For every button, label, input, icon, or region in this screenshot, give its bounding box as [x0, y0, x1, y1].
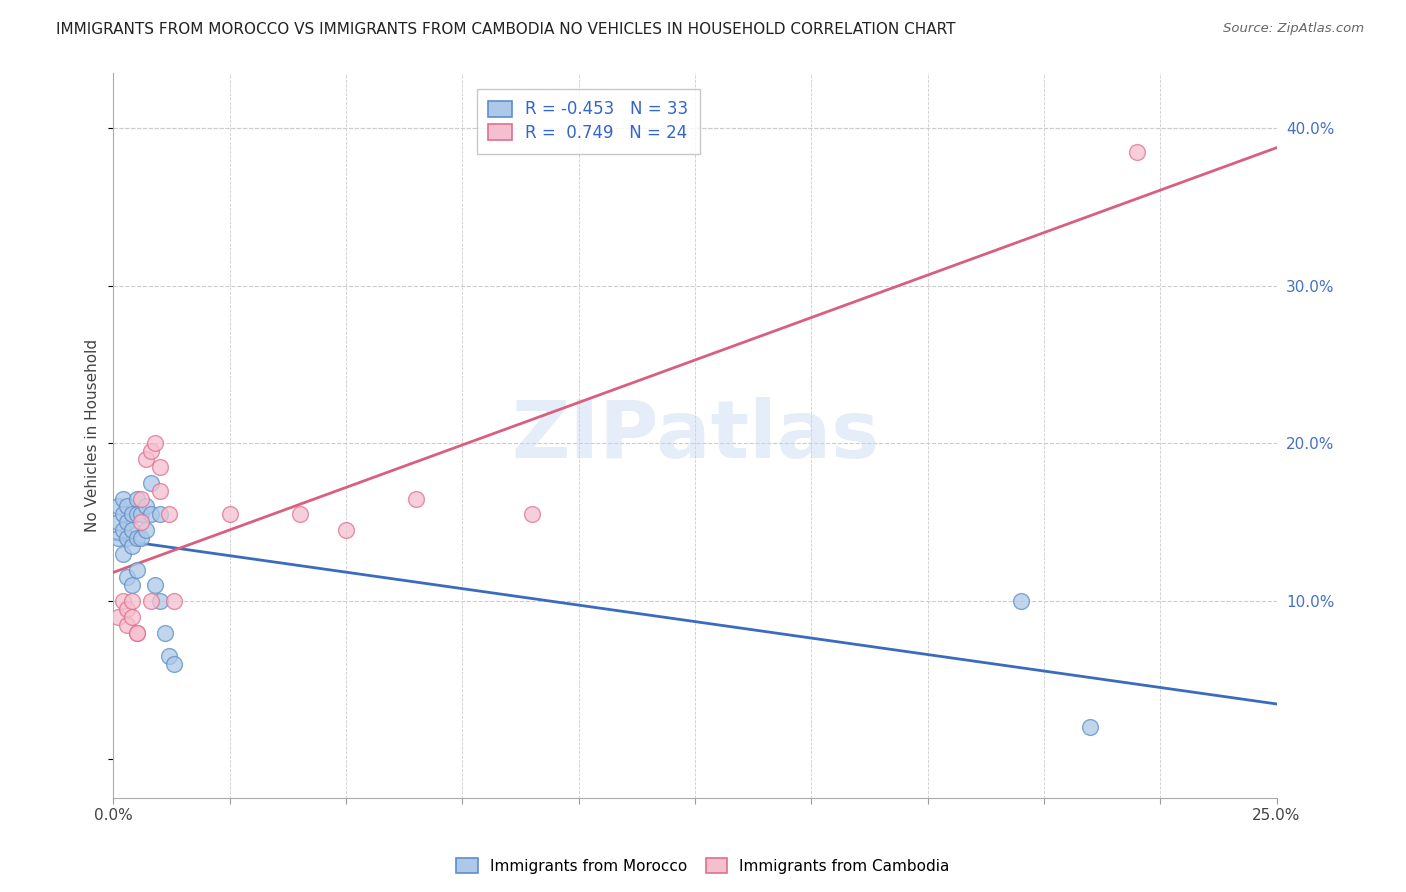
Point	[117, 531, 139, 545]
Point	[139, 475, 162, 490]
Point	[121, 508, 143, 522]
Point	[149, 483, 172, 498]
Point	[121, 594, 143, 608]
Y-axis label: No Vehicles in Household: No Vehicles in Household	[86, 339, 100, 533]
Point	[131, 491, 153, 506]
Point	[125, 562, 148, 576]
Point	[125, 625, 148, 640]
Point	[111, 547, 134, 561]
Point	[135, 452, 157, 467]
Point	[335, 523, 357, 537]
Point	[139, 594, 162, 608]
Point	[153, 625, 176, 640]
Point	[145, 436, 167, 450]
Point	[107, 609, 129, 624]
Point	[405, 491, 427, 506]
Point	[117, 500, 139, 514]
Point	[117, 617, 139, 632]
Point	[522, 508, 544, 522]
Point	[157, 649, 180, 664]
Point	[125, 625, 148, 640]
Point	[111, 508, 134, 522]
Point	[125, 531, 148, 545]
Point	[121, 539, 143, 553]
Legend: Immigrants from Morocco, Immigrants from Cambodia: Immigrants from Morocco, Immigrants from…	[450, 852, 956, 880]
Point	[107, 531, 129, 545]
Legend: R = -0.453   N = 33, R =  0.749   N = 24: R = -0.453 N = 33, R = 0.749 N = 24	[477, 88, 700, 153]
Point	[145, 578, 167, 592]
Point	[121, 609, 143, 624]
Point	[111, 594, 134, 608]
Point	[218, 508, 240, 522]
Point	[125, 491, 148, 506]
Point	[107, 500, 129, 514]
Point	[117, 602, 139, 616]
Point	[131, 515, 153, 529]
Point	[135, 500, 157, 514]
Point	[149, 508, 172, 522]
Point	[135, 523, 157, 537]
Point	[107, 515, 129, 529]
Point	[131, 508, 153, 522]
Text: IMMIGRANTS FROM MOROCCO VS IMMIGRANTS FROM CAMBODIA NO VEHICLES IN HOUSEHOLD COR: IMMIGRANTS FROM MOROCCO VS IMMIGRANTS FR…	[56, 22, 956, 37]
Point	[121, 578, 143, 592]
Point	[117, 515, 139, 529]
Point	[121, 523, 143, 537]
Point	[149, 460, 172, 475]
Point	[117, 570, 139, 584]
Point	[1126, 145, 1149, 159]
Point	[157, 508, 180, 522]
Point	[111, 491, 134, 506]
Point	[1010, 594, 1032, 608]
Point	[131, 531, 153, 545]
Point	[288, 508, 311, 522]
Point	[163, 657, 186, 671]
Point	[139, 444, 162, 458]
Point	[111, 523, 134, 537]
Point	[139, 508, 162, 522]
Point	[1080, 720, 1102, 734]
Point	[163, 594, 186, 608]
Text: ZIPatlas: ZIPatlas	[510, 397, 879, 475]
Point	[125, 508, 148, 522]
Text: Source: ZipAtlas.com: Source: ZipAtlas.com	[1223, 22, 1364, 36]
Point	[149, 594, 172, 608]
